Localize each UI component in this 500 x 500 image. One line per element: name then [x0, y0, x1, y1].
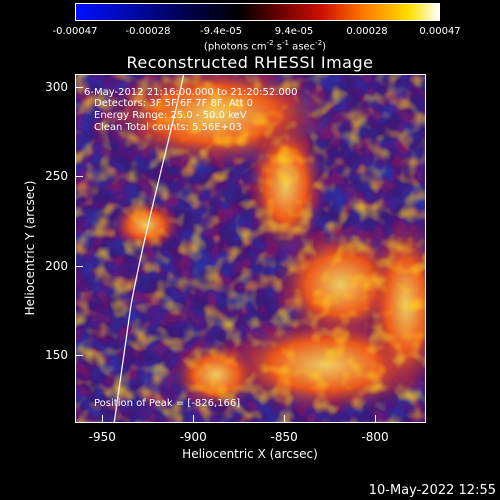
time-range-label: 6-May-2012 21:16:00.000 to 21:20:52.000	[84, 87, 298, 98]
energy-range-label: Energy Range: 25.0 - 50.0 keV	[94, 110, 247, 121]
x-tick-mark	[193, 415, 195, 423]
x-tick-label: -950	[88, 430, 116, 444]
colorbar	[75, 3, 440, 21]
x-axis-label: Heliocentric X (arcsec)	[182, 447, 318, 461]
limb-line	[113, 75, 185, 422]
y-tick-mark	[75, 86, 83, 88]
colorbar-label: 0.00028	[346, 26, 388, 37]
x-tick-mark	[102, 415, 104, 423]
y-tick-label: 150	[45, 347, 68, 362]
y-tick-label: 200	[45, 258, 68, 273]
plot-title: Reconstructed RHESSI Image	[126, 53, 374, 72]
y-tick-label: 300	[45, 79, 68, 94]
colorbar-label: -0.00047	[52, 26, 98, 37]
x-tick-mark	[375, 415, 377, 423]
timestamp: 10-May-2022 12:55	[368, 483, 496, 498]
x-tick-mark	[284, 415, 286, 423]
colorbar-label: 9.4e-05	[274, 26, 314, 37]
y-tick-mark	[75, 176, 83, 177]
y-axis-label: Heliocentric Y (arcsec)	[23, 180, 37, 316]
x-tick-label: -900	[179, 430, 207, 444]
image-plot-area: 6-May-2012 21:16:00.000 to 21:20:52.000 …	[75, 74, 426, 423]
colorbar-label: 0.00047	[419, 26, 461, 37]
rhessi-image	[76, 75, 425, 422]
y-tick-mark	[75, 265, 83, 267]
colorbar-units: (photons cm-2 s-1 asec-2)	[203, 39, 327, 53]
y-tick-mark	[75, 354, 83, 356]
detectors-label: Detectors: 3F 5F 6F 7F 8F, Att 0	[94, 98, 254, 109]
peak-position-label: Position of Peak = [-826,166]	[94, 398, 241, 409]
clean-counts-label: Clean Total counts: 5.56E+03	[94, 122, 242, 133]
colorbar-label: -0.00028	[125, 26, 171, 37]
y-tick-label: 250	[45, 169, 68, 183]
colorbar-label: -9.4e-05	[200, 26, 242, 37]
x-tick-label: -800	[361, 430, 389, 444]
x-tick-label: -850	[270, 430, 298, 444]
